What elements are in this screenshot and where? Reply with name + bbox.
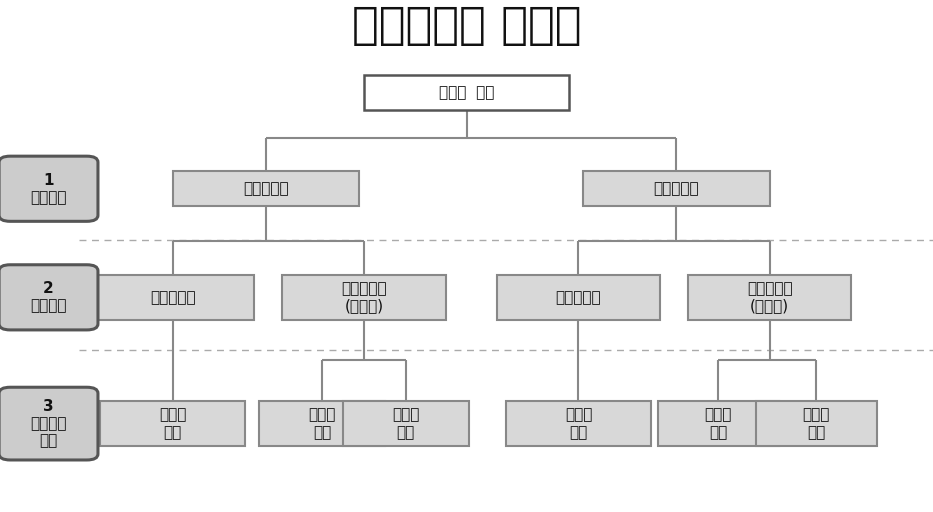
Text: 태양인병증 분류표: 태양인병증 분류표 [352,4,581,47]
Text: 小腸病順病: 小腸病順病 [556,290,601,305]
Text: 噎膈病
險證: 噎膈病 險證 [704,408,732,440]
FancyBboxPatch shape [506,401,651,446]
Text: 解㑊病
危證: 解㑊病 危證 [392,408,420,440]
Text: 外感腰脊病: 外感腰脊病 [244,181,288,196]
FancyBboxPatch shape [282,274,446,320]
FancyBboxPatch shape [91,274,254,320]
Text: 小腸病逆病
(噎膈病): 小腸病逆病 (噎膈病) [747,281,792,313]
FancyBboxPatch shape [688,274,851,320]
Text: 小腸病
輕證: 小腸病 輕證 [564,408,592,440]
FancyBboxPatch shape [343,401,468,446]
Text: 噎膈病
危證: 噎膈病 危證 [802,408,830,440]
FancyBboxPatch shape [583,171,770,206]
FancyBboxPatch shape [101,401,244,446]
FancyBboxPatch shape [0,156,98,221]
FancyBboxPatch shape [756,401,877,446]
FancyBboxPatch shape [173,171,359,206]
FancyBboxPatch shape [658,401,779,446]
FancyBboxPatch shape [364,75,569,111]
Text: 1
表裏辨證: 1 表裏辨證 [30,173,67,205]
FancyBboxPatch shape [496,274,660,320]
Text: 腰脊病逆病
(解㑊病): 腰脊病逆病 (解㑊病) [341,281,386,313]
Text: 腰脊病
輕證: 腰脊病 輕證 [159,408,187,440]
Text: 內觸小腸病: 內觸小腸病 [654,181,699,196]
Text: 2
順逆辨證: 2 順逆辨證 [30,281,67,313]
Text: 解㑊病
險證: 解㑊病 險證 [308,408,336,440]
Text: 腰脊病順病: 腰脊病順病 [150,290,195,305]
FancyBboxPatch shape [0,387,98,460]
Text: 太陽人  病證: 太陽人 病證 [439,86,494,100]
FancyBboxPatch shape [0,265,98,330]
FancyBboxPatch shape [258,401,384,446]
Text: 3
輕重險危
辨證: 3 輕重險危 辨證 [30,399,67,449]
